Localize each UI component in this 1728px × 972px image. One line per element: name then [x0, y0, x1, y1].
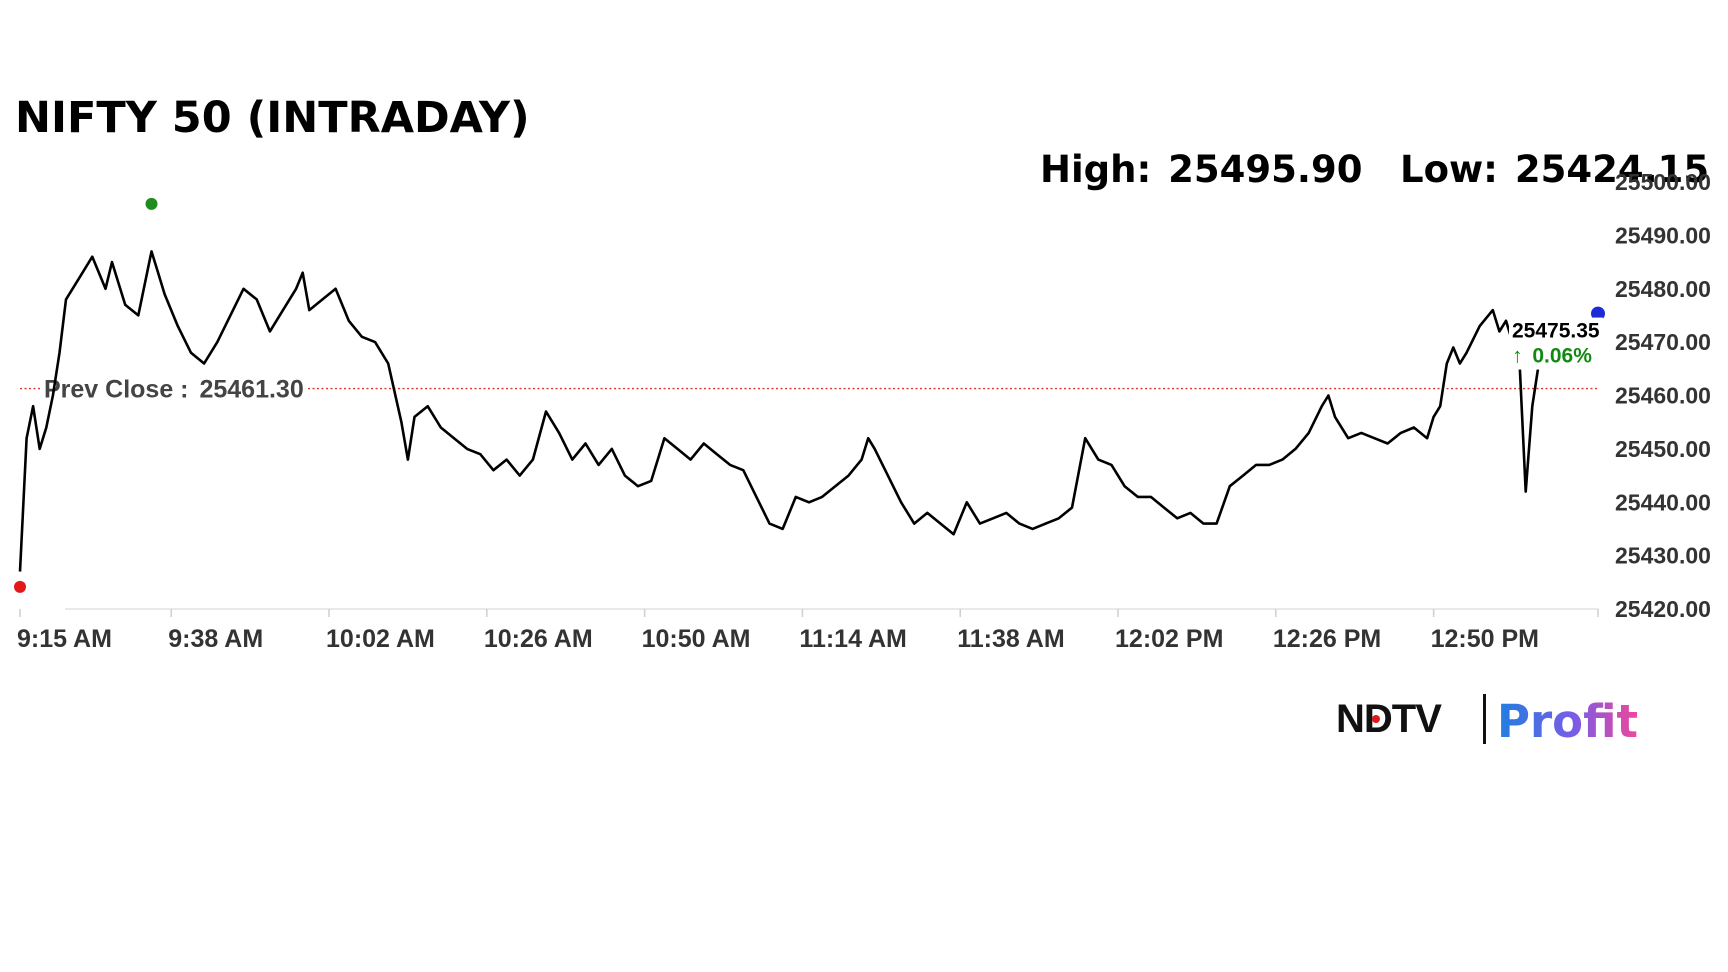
y-tick-label: 25490.00: [1615, 222, 1711, 248]
x-tick-label: 9:15 AM: [17, 625, 112, 653]
high-label: High: 25495.90: [1040, 148, 1362, 191]
y-tick-label: 25460.00: [1615, 383, 1711, 409]
x-tick-label: 10:26 AM: [484, 625, 593, 653]
last-price-marker: [1591, 306, 1605, 321]
y-tick-label: 25450.00: [1615, 436, 1711, 462]
change-value: 0.06%: [1532, 345, 1592, 368]
last-price-label: 25475.35: [1512, 320, 1600, 343]
chart-title: NIFTY 50 (INTRADAY): [15, 93, 530, 143]
day-low-marker: [14, 580, 26, 593]
high-value: 25495.90: [1168, 148, 1362, 191]
price-series-line: [18, 250, 1600, 572]
x-tick-label: 11:14 AM: [799, 625, 906, 653]
y-axis: 25420.00 25430.00 25440.00 25450.00 25460.00…: [1615, 169, 1711, 622]
x-tick-label: 11:38 AM: [957, 625, 1064, 653]
logo-profit-text: Profit: [1497, 695, 1638, 748]
up-arrow-icon: ↑: [1512, 345, 1523, 368]
y-tick-label: 25480.00: [1615, 276, 1711, 302]
logo-red-dot: [1372, 715, 1380, 723]
x-tick-label: 12:50 PM: [1431, 625, 1539, 653]
x-tick-label: 12:02 PM: [1115, 625, 1223, 653]
x-tick-label: 10:50 AM: [642, 625, 751, 653]
x-tick-label: 9:38 AM: [168, 625, 263, 653]
prev-close-label-bg: [40, 373, 308, 406]
last-price-label-bg: [1509, 317, 1603, 370]
x-tick-label: 10:02 AM: [326, 625, 435, 653]
y-tick-label: 25420.00: [1615, 596, 1711, 622]
low-value: 25424.15: [1515, 148, 1709, 191]
logo-divider: [1483, 694, 1486, 744]
x-axis: 9:15 AM 9:38 AM 10:02 AM 10:26 AM 10:50 AM 11…: [17, 608, 1599, 653]
ndtv-profit-logo: NDTV Profit: [1336, 694, 1638, 748]
low-label: Low: 25424.15: [1400, 148, 1709, 191]
logo-ndtv-text: NDTV: [1336, 697, 1442, 741]
y-tick-label: 25470.00: [1615, 329, 1711, 355]
y-tick-label: 25430.00: [1615, 543, 1711, 569]
day-high-marker: [145, 197, 158, 210]
prev-close-value: 25461.30: [199, 376, 303, 404]
change-label: ↑ 0.06%: [1512, 345, 1592, 368]
y-tick-label: 25440.00: [1615, 489, 1711, 515]
prev-close-label: Prev Close : 25461.30: [44, 376, 304, 404]
y-tick-label: 25500.00: [1615, 169, 1711, 195]
x-tick-label: 12:26 PM: [1273, 625, 1381, 653]
